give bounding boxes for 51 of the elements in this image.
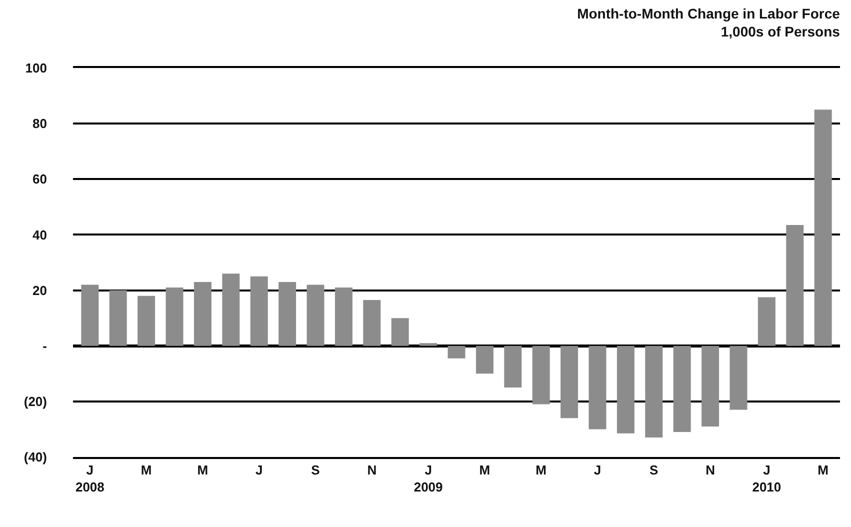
x-tick-label: J [255,462,263,478]
bar [814,110,832,346]
bar [476,346,494,374]
bar [616,346,634,434]
bar [730,346,748,410]
y-tick-label: (20) [24,394,47,409]
x-tick-label: J 2009 [414,462,443,494]
bar [138,296,156,346]
x-tick-label: N [706,462,715,478]
bar [250,276,268,346]
bar [504,346,522,388]
x-tick-label: M [140,462,152,478]
bar [560,346,578,418]
chart-subtitle: 1,000s of Persons [720,24,840,40]
bar [109,290,127,346]
x-tick-label: M [536,462,547,478]
x-tick-label: M [818,462,828,478]
bar [194,282,212,346]
x-tick-label: S [311,462,320,478]
x-tick-label: J [594,462,602,478]
x-tick-label: J 2008 [75,462,104,494]
bar [278,282,296,346]
bar [363,300,381,346]
bar [222,274,240,346]
bar [645,346,663,438]
bar [334,288,352,346]
y-tick-label: 20 [32,282,47,298]
bar [758,297,776,346]
x-tick-label: N [367,462,377,478]
y-tick-label: 80 [32,116,47,132]
bar [166,288,184,346]
x-tick-label: S [650,462,659,478]
y-tick-label: - [42,338,47,354]
bar [391,318,409,346]
bar [81,284,99,346]
y-tick-label: (40) [24,450,47,465]
bar [532,346,550,404]
bar [448,346,466,358]
bar [786,224,804,346]
y-tick-label: 100 [25,60,47,76]
bar [702,346,720,426]
x-tick-label: M [197,462,208,478]
chart-title: Month-to-Month Change in Labor Force [577,5,840,22]
bar [306,284,324,346]
x-tick-label: J 2010 [752,462,782,494]
bar [588,346,606,430]
y-tick-label: 60 [32,172,47,187]
y-tick-label: 40 [32,227,47,242]
x-tick-label: M [479,462,490,478]
bar [673,346,691,432]
bar [420,343,438,346]
